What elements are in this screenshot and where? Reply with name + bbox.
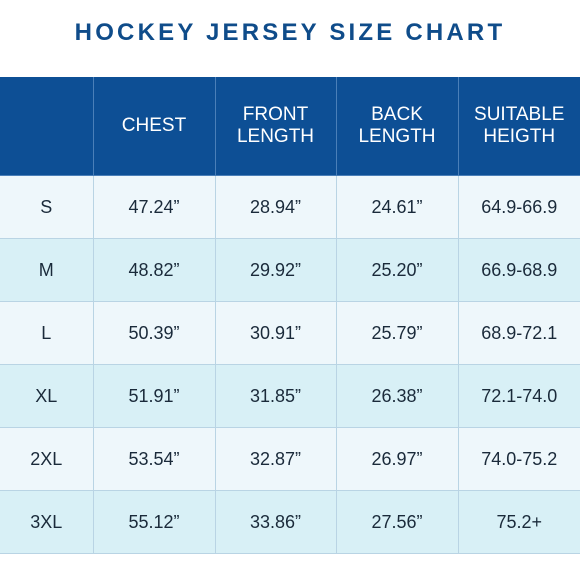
header-chest: CHEST bbox=[93, 77, 216, 176]
header-size-corner bbox=[0, 77, 94, 176]
front-length-cell: 33.86” bbox=[215, 490, 337, 554]
table-row: S 47.24” 28.94” 24.61” 64.9-66.9 bbox=[0, 175, 580, 239]
header-front-length: FRONT LENGTH bbox=[215, 77, 337, 176]
back-length-cell: 25.20” bbox=[336, 238, 459, 302]
back-length-cell: 26.97” bbox=[336, 427, 459, 491]
table-row: 3XL 55.12” 33.86” 27.56” 75.2+ bbox=[0, 490, 580, 554]
chest-cell: 53.54” bbox=[93, 427, 216, 491]
header-front-length-line1: FRONT bbox=[242, 104, 309, 125]
front-length-cell: 30.91” bbox=[215, 301, 337, 365]
size-cell: XL bbox=[0, 364, 94, 428]
chart-title: HOCKEY JERSEY SIZE CHART bbox=[74, 19, 506, 46]
suitable-height-cell: 64.9-66.9 bbox=[458, 175, 580, 239]
chest-cell: 55.12” bbox=[93, 490, 216, 554]
chest-cell: 51.91” bbox=[93, 364, 216, 428]
header-suitable-height-line2: HEIGTH bbox=[483, 126, 556, 147]
table-row: 2XL 53.54” 32.87” 26.97” 74.0-75.2 bbox=[0, 427, 580, 491]
back-length-cell: 26.38” bbox=[336, 364, 459, 428]
size-cell: L bbox=[0, 301, 94, 365]
header-row: CHEST FRONT LENGTH BACK LENGTH SUITABLE … bbox=[0, 77, 580, 176]
header-front-length-line2: LENGTH bbox=[236, 126, 315, 147]
table-row: L 50.39” 30.91” 25.79” 68.9-72.1 bbox=[0, 301, 580, 365]
table-row: XL 51.91” 31.85” 26.38” 72.1-74.0 bbox=[0, 364, 580, 428]
front-length-cell: 29.92” bbox=[215, 238, 337, 302]
size-cell: 3XL bbox=[0, 490, 94, 554]
front-length-cell: 32.87” bbox=[215, 427, 337, 491]
size-cell: M bbox=[0, 238, 94, 302]
chest-cell: 50.39” bbox=[93, 301, 216, 365]
header-chest-label: CHEST bbox=[121, 115, 187, 136]
chest-cell: 48.82” bbox=[93, 238, 216, 302]
size-chart-table: CHEST FRONT LENGTH BACK LENGTH SUITABLE … bbox=[0, 77, 580, 554]
suitable-height-cell: 68.9-72.1 bbox=[458, 301, 580, 365]
chest-cell: 47.24” bbox=[93, 175, 216, 239]
suitable-height-cell: 72.1-74.0 bbox=[458, 364, 580, 428]
header-suitable-height-line1: SUITABLE bbox=[474, 104, 565, 125]
table-row: M 48.82” 29.92” 25.20” 66.9-68.9 bbox=[0, 238, 580, 302]
back-length-cell: 24.61” bbox=[336, 175, 459, 239]
header-suitable-height: SUITABLE HEIGTH bbox=[458, 77, 580, 176]
suitable-height-cell: 75.2+ bbox=[458, 490, 580, 554]
header-back-length-line1: BACK bbox=[371, 104, 423, 125]
front-length-cell: 31.85” bbox=[215, 364, 337, 428]
header-back-length-line2: LENGTH bbox=[358, 126, 436, 147]
size-cell: S bbox=[0, 175, 94, 239]
header-back-length: BACK LENGTH bbox=[336, 77, 459, 176]
suitable-height-cell: 74.0-75.2 bbox=[458, 427, 580, 491]
front-length-cell: 28.94” bbox=[215, 175, 337, 239]
back-length-cell: 25.79” bbox=[336, 301, 459, 365]
back-length-cell: 27.56” bbox=[336, 490, 459, 554]
size-cell: 2XL bbox=[0, 427, 94, 491]
suitable-height-cell: 66.9-68.9 bbox=[458, 238, 580, 302]
